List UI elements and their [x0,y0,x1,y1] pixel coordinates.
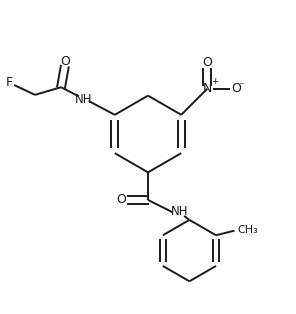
Text: O: O [116,193,126,207]
Text: N: N [203,82,212,95]
Text: O: O [202,56,212,69]
Text: CH₃: CH₃ [237,225,258,235]
Text: NH: NH [170,205,188,218]
Text: O: O [231,82,241,95]
Text: ⁻: ⁻ [238,81,244,91]
Text: F: F [6,76,13,89]
Text: +: + [211,78,219,86]
Text: NH: NH [74,93,92,106]
Text: O: O [60,55,70,68]
